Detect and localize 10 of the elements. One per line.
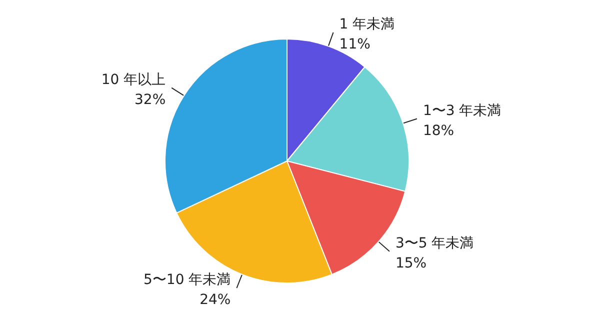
data-label: 18% <box>422 122 454 139</box>
slice-label: 1 年未満 <box>339 16 395 32</box>
data-label: 24% <box>200 292 231 308</box>
slice-label: 1〜3 年未満 <box>422 102 502 119</box>
data-label: 11% <box>339 36 370 52</box>
slice-label: 3〜5 年未満 <box>395 235 474 252</box>
data-label: 32% <box>134 92 166 108</box>
slice-label: 10 年以上 <box>101 72 166 88</box>
slice-label: 5〜10 年未満 <box>144 272 231 288</box>
data-label: 15% <box>395 255 427 272</box>
